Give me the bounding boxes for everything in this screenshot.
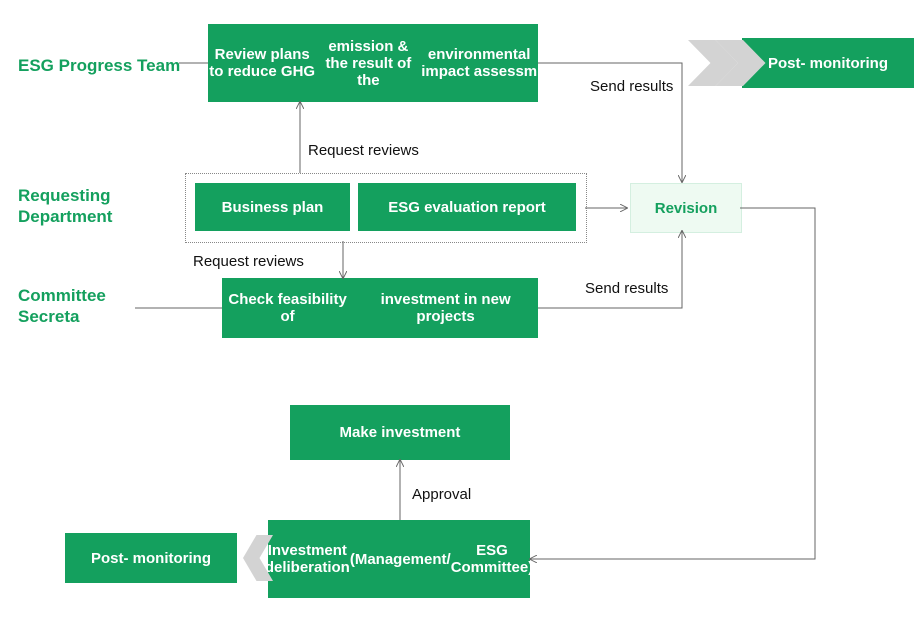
row-label-esg-team: ESG Progress Team xyxy=(18,55,180,76)
label-request-reviews-bottom: Request reviews xyxy=(193,253,304,270)
node-post-monitoring-bottom: Post- monitoring xyxy=(65,533,237,583)
node-esg-eval: ESG evaluation report xyxy=(358,183,576,231)
label-send-results-bottom: Send results xyxy=(585,280,668,297)
node-make-investment: Make investment xyxy=(290,405,510,460)
row-label-requesting: RequestingDepartment xyxy=(18,185,112,228)
node-business-plan: Business plan xyxy=(195,183,350,231)
node-deliberation: Investment deliberation(Management/ESG C… xyxy=(268,520,530,598)
arrow-revision-to-delib xyxy=(530,208,815,559)
diagram-stage: ESG Progress Team RequestingDepartment C… xyxy=(0,0,921,641)
node-feasibility: Check feasibility ofinvestment in new pr… xyxy=(222,278,538,338)
label-send-results-top: Send results xyxy=(590,78,673,95)
node-review-ghg: Review plans to reduce GHGemission & the… xyxy=(208,24,538,102)
node-post-monitoring-top: Post- monitoring xyxy=(742,38,914,88)
row-label-committee: CommitteeSecreta xyxy=(18,285,106,328)
label-request-reviews-top: Request reviews xyxy=(308,142,419,159)
label-approval: Approval xyxy=(412,486,471,503)
node-revision: Revision xyxy=(630,183,742,233)
